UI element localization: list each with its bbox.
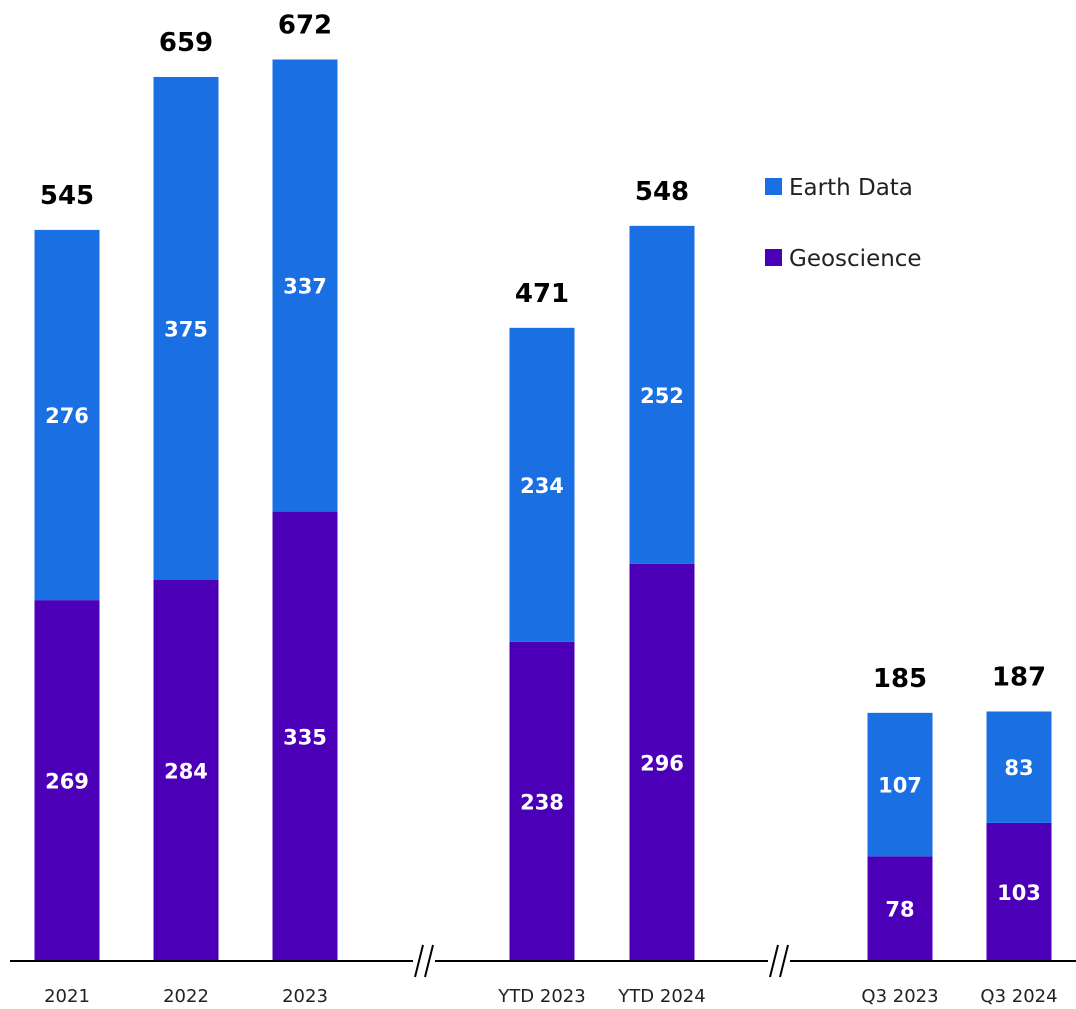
category-label-q3-2024: Q3 2024 bbox=[980, 986, 1057, 1007]
axis-break-marker-1 bbox=[413, 944, 435, 978]
category-label-2022: 2022 bbox=[163, 986, 209, 1007]
total-label-q3-2024: 187 bbox=[992, 662, 1046, 692]
total-label-2022: 659 bbox=[159, 28, 213, 58]
segment-label-geoscience-q3-2023: 78 bbox=[885, 898, 914, 922]
bar-earth-data-ytd-2024 bbox=[629, 225, 695, 564]
legend-swatch-earth-data bbox=[765, 178, 782, 195]
segment-labels-layer: 269 276 284 375 335 337 238 234 296 252 78 107 103 83 bbox=[45, 275, 1041, 922]
legend-item-geoscience: Geoscience bbox=[765, 246, 922, 272]
bar-geoscience-2023 bbox=[272, 511, 338, 961]
segment-label-earth-data-2023: 337 bbox=[283, 275, 327, 299]
legend-label-geoscience: Geoscience bbox=[789, 246, 922, 272]
total-label-2023: 672 bbox=[278, 11, 332, 41]
bars-layer bbox=[34, 59, 1052, 961]
segment-label-earth-data-2022: 375 bbox=[164, 317, 208, 341]
bar-earth-data-2021 bbox=[34, 229, 100, 601]
category-label-2023: 2023 bbox=[282, 986, 328, 1007]
category-label-2021: 2021 bbox=[44, 986, 90, 1007]
bar-geoscience-2021 bbox=[34, 600, 100, 961]
bar-geoscience-q3-2024 bbox=[986, 822, 1052, 961]
total-labels-layer: 545 659 672 471 548 185 187 bbox=[40, 11, 1046, 694]
segment-label-geoscience-ytd-2024: 296 bbox=[640, 751, 684, 775]
bar-earth-data-2022 bbox=[153, 76, 219, 581]
legend: Earth Data Geoscience bbox=[765, 175, 922, 272]
legend-swatch-geoscience bbox=[765, 249, 782, 266]
bar-earth-data-q3-2023 bbox=[867, 712, 933, 857]
legend-label-earth-data: Earth Data bbox=[789, 175, 913, 201]
category-label-ytd-2023: YTD 2023 bbox=[497, 986, 585, 1007]
total-label-ytd-2024: 548 bbox=[635, 177, 689, 207]
bar-geoscience-ytd-2023 bbox=[509, 641, 575, 961]
total-label-ytd-2023: 471 bbox=[515, 279, 569, 309]
bar-geoscience-ytd-2024 bbox=[629, 563, 695, 961]
segment-label-earth-data-q3-2023: 107 bbox=[878, 774, 922, 798]
category-label-q3-2023: Q3 2023 bbox=[861, 986, 938, 1007]
segment-label-geoscience-2022: 284 bbox=[164, 760, 208, 784]
segment-label-earth-data-ytd-2023: 234 bbox=[520, 474, 564, 498]
category-labels-layer: 2021 2022 2023 YTD 2023 YTD 2024 Q3 2023 Q3 20… bbox=[44, 986, 1057, 1007]
total-label-q3-2023: 185 bbox=[873, 664, 927, 694]
segment-label-geoscience-ytd-2023: 238 bbox=[520, 790, 564, 814]
category-label-ytd-2024: YTD 2024 bbox=[617, 986, 705, 1007]
segment-label-earth-data-ytd-2024: 252 bbox=[640, 384, 684, 408]
segment-label-earth-data-q3-2024: 83 bbox=[1004, 756, 1033, 780]
segment-label-geoscience-2023: 335 bbox=[283, 725, 327, 749]
bar-geoscience-q3-2023 bbox=[867, 856, 933, 961]
bar-earth-data-q3-2024 bbox=[986, 711, 1052, 823]
bar-earth-data-2023 bbox=[272, 59, 338, 512]
total-label-2021: 545 bbox=[40, 181, 94, 211]
axis-break-marker-2 bbox=[768, 944, 790, 978]
legend-item-earth-data: Earth Data bbox=[765, 175, 913, 201]
bar-geoscience-2022 bbox=[153, 580, 219, 961]
axis-breaks-layer bbox=[413, 944, 790, 978]
segment-label-geoscience-q3-2024: 103 bbox=[997, 881, 1041, 905]
segment-label-geoscience-2021: 269 bbox=[45, 770, 89, 794]
bar-earth-data-ytd-2023 bbox=[509, 327, 575, 642]
segment-label-earth-data-2021: 276 bbox=[45, 404, 89, 428]
